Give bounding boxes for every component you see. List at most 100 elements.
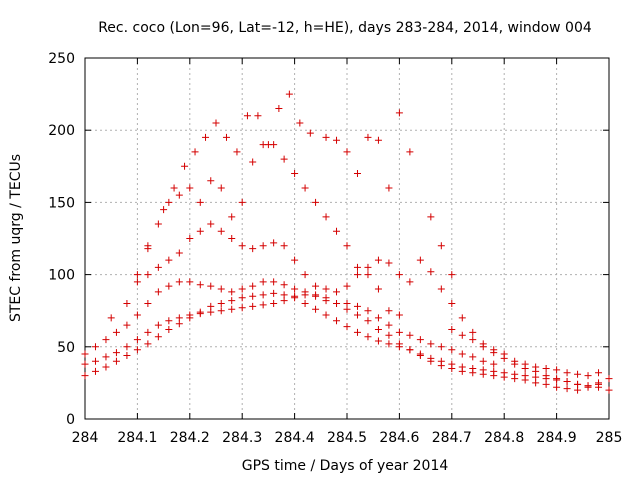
data-point [322,311,330,319]
x-tick-label: 284.8 [484,430,524,446]
data-point [160,206,168,214]
x-tick-label: 285 [596,430,623,446]
data-point [532,367,540,375]
data-point [312,291,320,299]
data-point [448,360,456,368]
data-point [333,299,341,307]
x-tick-label: 284.1 [117,430,157,446]
data-point [584,382,592,390]
data-point [427,340,435,348]
data-point [448,299,456,307]
data-point [144,271,152,279]
data-point [207,282,215,290]
data-point [102,336,110,344]
data-point [144,328,152,336]
data-point [574,370,582,378]
data-point [479,357,487,365]
data-point [123,299,131,307]
data-point [280,291,288,299]
data-point [222,133,230,141]
data-point [500,354,508,362]
data-point [133,346,141,354]
series-arc-low1 [81,278,498,368]
data-point [112,357,120,365]
data-point [322,294,330,302]
data-point [228,235,236,242]
data-point [374,136,382,144]
data-point [228,297,236,305]
data-point [490,367,498,375]
x-tick-label: 284.4 [275,430,315,446]
data-point [280,242,288,250]
data-point [107,314,115,322]
data-point [437,357,445,365]
data-point [364,307,372,315]
data-point [364,317,372,325]
y-tick-label: 200 [48,123,75,139]
data-point [458,350,466,358]
data-point [186,278,194,286]
data-point [238,304,246,312]
data-point [112,328,120,336]
data-point [306,129,314,137]
data-point [249,158,257,166]
data-point [563,385,571,393]
data-point [521,372,529,380]
data-point [364,133,372,141]
data-point [511,360,519,368]
data-point [553,383,561,391]
data-point [170,184,178,192]
data-point [154,288,162,296]
data-point [259,291,267,299]
data-point [448,325,456,333]
data-point [186,235,194,242]
data-point [448,271,456,279]
data-point [343,148,351,156]
data-point [469,336,477,344]
data-point [406,278,414,286]
data-point [385,331,393,339]
data-point [343,305,351,313]
data-points [81,90,613,394]
data-point [312,198,320,206]
data-point [91,357,99,365]
data-point [437,343,445,351]
data-point [479,366,487,374]
data-point [259,301,267,309]
data-point [175,249,183,257]
data-point [270,141,278,149]
data-point [353,170,361,178]
data-point [291,285,299,293]
x-axis-label: GPS time / Days of year 2014 [242,458,449,474]
data-point [542,364,550,372]
data-point [595,380,603,388]
data-point [259,278,267,286]
data-point [144,245,152,253]
data-point [296,119,304,127]
grid-lines [85,58,609,419]
data-point [416,350,424,358]
data-point [154,263,162,271]
data-point [154,220,162,228]
data-point [312,305,320,313]
data-point [364,263,372,271]
x-tick-label: 284.5 [327,430,367,446]
data-point [333,317,341,325]
data-point [511,370,519,378]
data-point [175,191,183,199]
series-arc-mid2 [107,213,456,322]
data-point [228,213,236,221]
data-point [196,308,204,316]
data-point [395,328,403,336]
data-point [280,281,288,289]
data-point [133,271,141,279]
data-point [270,278,278,286]
data-point [102,363,110,371]
data-point [291,170,299,178]
data-point [228,305,236,313]
data-point [270,289,278,297]
data-point [275,105,283,113]
data-point [395,311,403,319]
data-point [416,256,424,264]
data-point [212,119,220,127]
